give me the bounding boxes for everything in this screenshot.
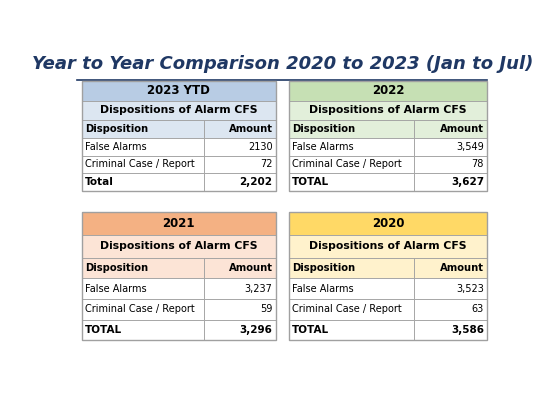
Text: Year to Year Comparison 2020 to 2023 (Jan to Jul): Year to Year Comparison 2020 to 2023 (Ja… [32,55,533,73]
Bar [289,212,488,235]
Bar [82,81,276,191]
Bar [414,320,488,340]
Text: TOTAL: TOTAL [292,177,329,187]
Text: 78: 78 [472,159,484,169]
Bar [289,101,488,120]
Text: Criminal Case / Report: Criminal Case / Report [85,159,195,169]
Text: 2,202: 2,202 [240,177,273,187]
Text: 2130: 2130 [248,142,273,152]
Bar [204,320,276,340]
Bar [204,258,276,278]
Text: 3,237: 3,237 [245,284,273,294]
Bar [82,299,204,320]
Text: 2023 YTD: 2023 YTD [148,84,210,97]
Text: Criminal Case / Report: Criminal Case / Report [85,305,195,314]
Text: Dispositions of Alarm CFS: Dispositions of Alarm CFS [309,105,467,116]
Bar [204,299,276,320]
Text: TOTAL: TOTAL [85,325,122,335]
Text: Amount: Amount [440,263,484,273]
Text: 72: 72 [260,159,273,169]
Text: 3,627: 3,627 [451,177,484,187]
Bar [289,81,488,101]
Bar [289,235,488,258]
Bar [289,320,414,340]
Text: Disposition: Disposition [85,124,148,134]
Bar [289,212,488,340]
Text: Criminal Case / Report: Criminal Case / Report [292,305,402,314]
Bar [204,120,276,138]
Text: 59: 59 [260,305,273,314]
Bar [204,156,276,173]
Text: False Alarms: False Alarms [85,284,147,294]
Text: 3,549: 3,549 [456,142,484,152]
Text: Dispositions of Alarm CFS: Dispositions of Alarm CFS [100,105,257,116]
Bar [82,81,276,101]
Text: Amount: Amount [440,124,484,134]
Bar [414,120,488,138]
Text: 3,586: 3,586 [451,325,484,335]
Text: 2020: 2020 [372,217,404,230]
Bar [204,278,276,299]
Text: TOTAL: TOTAL [292,325,329,335]
Bar [204,138,276,156]
Bar [82,258,204,278]
Bar [82,173,204,191]
Bar [414,278,488,299]
Bar [414,173,488,191]
Text: 3,523: 3,523 [456,284,484,294]
Text: Dispositions of Alarm CFS: Dispositions of Alarm CFS [100,242,257,251]
Text: Disposition: Disposition [85,263,148,273]
Bar [289,173,414,191]
Text: Dispositions of Alarm CFS: Dispositions of Alarm CFS [309,242,467,251]
Bar [82,212,276,340]
Bar [414,138,488,156]
Text: Amount: Amount [229,124,273,134]
Bar [82,120,204,138]
Text: 2021: 2021 [163,217,195,230]
Bar [82,212,276,235]
Bar [82,101,276,120]
Bar [289,258,414,278]
Bar [82,278,204,299]
Text: Disposition: Disposition [292,263,355,273]
Bar [204,173,276,191]
Text: Criminal Case / Report: Criminal Case / Report [292,159,402,169]
Bar [289,299,414,320]
Bar [82,138,204,156]
Bar [289,278,414,299]
Bar [82,235,276,258]
Bar [82,320,204,340]
Bar [289,120,414,138]
Text: 63: 63 [472,305,484,314]
Text: False Alarms: False Alarms [292,284,354,294]
Bar [289,138,414,156]
Text: False Alarms: False Alarms [85,142,147,152]
Bar [414,156,488,173]
Text: Amount: Amount [229,263,273,273]
Text: 3,296: 3,296 [240,325,273,335]
Text: Total: Total [85,177,114,187]
Text: False Alarms: False Alarms [292,142,354,152]
Text: 2022: 2022 [372,84,404,97]
Bar [289,156,414,173]
Bar [414,258,488,278]
Bar [414,299,488,320]
Text: Disposition: Disposition [292,124,355,134]
Bar [289,81,488,191]
Bar [82,156,204,173]
